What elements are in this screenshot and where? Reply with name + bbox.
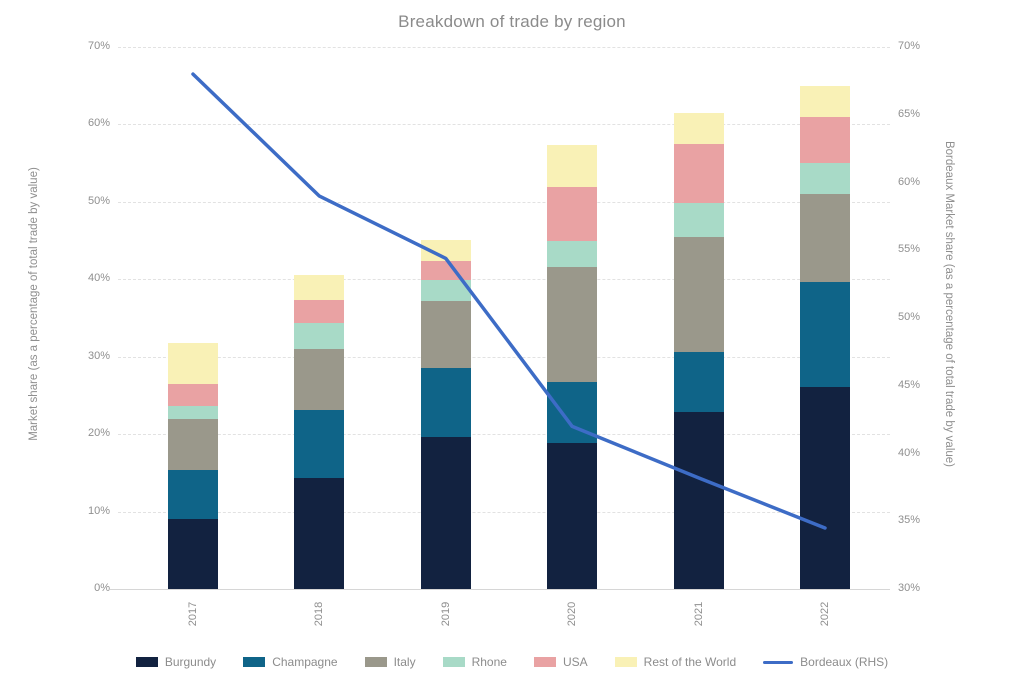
bordeaux-line-layer: [191, 72, 827, 530]
bar-segment-italy-2017: [168, 418, 218, 470]
legend-color-swatch: [243, 657, 266, 667]
legend-label: Rest of the World: [643, 655, 737, 669]
right-tick-label: 50%: [898, 311, 921, 323]
bar-segment-usa-2017: [168, 383, 218, 407]
bar-segment-usa-2020: [547, 187, 598, 242]
bar-segment-usa-2021: [673, 143, 724, 203]
right-tick-label: 60%: [898, 175, 921, 188]
gridline: [118, 434, 890, 436]
bar-segment-rest-of-the-world-2017: [168, 342, 218, 384]
legend-line-swatch: [763, 660, 794, 664]
bar-segment-italy-2020: [547, 266, 598, 383]
bar-segment-usa-2022: [800, 116, 850, 164]
legend-label: Rhone: [471, 655, 507, 669]
legend-label: Bordeaux (RHS): [800, 655, 889, 669]
bar-segment-rhone-2017: [168, 406, 218, 419]
right-tick-label: 65%: [898, 107, 921, 120]
x-tick-label-2018: 2018: [313, 601, 326, 627]
bar-segment-rhone-2020: [547, 241, 598, 267]
right-axis-title: Bordeaux Market share (as a percentage o…: [943, 140, 955, 467]
bordeaux-line: [191, 72, 827, 530]
bar-segment-champagne-2018: [294, 410, 345, 478]
legend-color-swatch: [442, 657, 465, 667]
legend-label: Italy: [393, 655, 416, 669]
bar-segment-rest-of-the-world-2019: [420, 239, 471, 262]
bar-segment-burgundy-2017: [168, 519, 218, 589]
plot-area: [110, 47, 890, 590]
bar-segment-burgundy-2022: [800, 386, 850, 589]
x-tick-label-2020: 2020: [566, 601, 579, 627]
left-axis-title: Market share (as a percentage of total t…: [28, 167, 40, 441]
bar-segment-italy-2018: [294, 348, 345, 411]
x-tick-label-2019: 2019: [439, 601, 452, 627]
legend-label: Champagne: [272, 655, 338, 669]
chart-title: Breakdown of trade by region: [398, 12, 626, 31]
gridline: [118, 201, 890, 203]
legend-item-burgundy: Burgundy: [135, 655, 217, 669]
gridline: [118, 356, 890, 358]
bar-segment-rest-of-the-world-2021: [673, 112, 724, 144]
bar-segment-champagne-2021: [673, 352, 724, 412]
left-tick-label: 20%: [87, 427, 110, 440]
gridline: [118, 279, 890, 281]
bar-segment-champagne-2017: [168, 469, 218, 520]
right-tick-label: 30%: [898, 582, 921, 594]
left-tick-label: 50%: [87, 194, 110, 207]
bar-segment-rhone-2018: [294, 323, 345, 349]
legend-color-swatch: [135, 657, 158, 667]
legend: Burgundy Champagne Italy Rhone USA Rest of th…: [0, 655, 1024, 669]
legend-color-swatch: [364, 657, 387, 667]
legend-color-swatch: [533, 657, 556, 667]
bar-segment-italy-2021: [673, 236, 724, 353]
bar-segment-burgundy-2020: [547, 443, 598, 589]
x-axis-line: [110, 589, 890, 590]
right-tick-label: 70%: [898, 40, 921, 52]
bar-segment-rest-of-the-world-2022: [800, 85, 850, 117]
left-tick-label: 60%: [87, 117, 110, 130]
right-tick-label: 35%: [898, 514, 921, 527]
bar-segment-burgundy-2019: [420, 437, 471, 589]
bar-segment-rest-of-the-world-2018: [294, 274, 345, 301]
legend-color-swatch: [614, 657, 637, 667]
left-tick-label: 10%: [87, 504, 110, 517]
legend-item-bordeaux-rhs-: Bordeaux (RHS): [763, 655, 888, 669]
bar-segment-burgundy-2021: [673, 411, 724, 589]
bar-segment-champagne-2019: [420, 367, 471, 438]
left-tick-label: 30%: [87, 349, 110, 362]
bar-segment-rhone-2022: [800, 163, 850, 195]
x-tick-label-2017: 2017: [187, 601, 199, 627]
bar-segment-italy-2022: [800, 194, 850, 282]
legend-item-rhone: Rhone: [442, 655, 507, 669]
gridline: [118, 47, 890, 48]
legend-item-champagne: Champagne: [243, 655, 338, 669]
left-tick-label: 40%: [87, 272, 110, 285]
x-tick-label-2022: 2022: [819, 601, 831, 627]
left-tick-label: 70%: [87, 40, 110, 52]
legend-label: Burgundy: [164, 655, 217, 669]
bar-segment-champagne-2022: [800, 281, 850, 387]
bar-segment-burgundy-2018: [294, 477, 345, 589]
right-tick-label: 45%: [898, 378, 921, 391]
gridline: [118, 511, 890, 513]
bar-segment-rhone-2019: [420, 280, 471, 301]
left-tick-label: 0%: [94, 582, 110, 594]
legend-item-rest-of-the-world: Rest of the World: [614, 655, 737, 669]
x-tick-label-2021: 2021: [692, 601, 705, 627]
right-tick-label: 55%: [898, 243, 921, 256]
bar-segment-italy-2019: [420, 300, 471, 368]
gridline: [118, 124, 890, 126]
bar-segment-rhone-2021: [673, 202, 724, 237]
bar-segment-usa-2018: [294, 300, 345, 324]
right-tick-label: 40%: [898, 446, 921, 459]
legend-item-usa: USA: [533, 655, 588, 669]
legend-label: USA: [562, 655, 588, 669]
legend-item-italy: Italy: [364, 655, 416, 669]
bar-segment-rest-of-the-world-2020: [547, 145, 598, 188]
